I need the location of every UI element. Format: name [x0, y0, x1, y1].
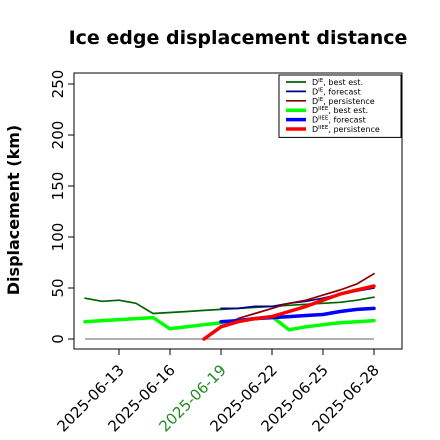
legend-entry-2: DIE, persistence — [312, 97, 375, 106]
y-tick-label: 200 — [49, 121, 67, 150]
y-tick-label: 50 — [49, 278, 67, 297]
plot-frame — [73, 72, 403, 350]
legend-entry-1: DIE, forecast — [312, 87, 361, 96]
y-tick-label: 250 — [49, 70, 67, 99]
series-line-0 — [84, 296, 375, 315]
legend-entry-3: DIIEE, best est. — [312, 106, 368, 115]
chart-title: Ice edge displacement distance — [69, 27, 408, 49]
x-axis: 2025-06-132025-06-162025-06-192025-06-22… — [53, 349, 383, 435]
y-tick-label: 150 — [49, 172, 67, 201]
legend-entry-4: DIIEE, forecast — [312, 116, 366, 125]
y-axis-label: Displacement (km) — [4, 125, 23, 295]
legend-entry-5: DIIEE, persistence — [312, 125, 380, 134]
series-line-2 — [220, 272, 375, 328]
plot-area — [83, 272, 376, 341]
legend-box — [278, 74, 402, 138]
y-tick-label: 100 — [49, 223, 67, 252]
legend-entry-0: DIE, best est. — [312, 78, 363, 87]
series-line-5 — [202, 284, 376, 341]
y-axis: 0 50 100 150 200 250 — [49, 70, 74, 344]
y-tick-label: 0 — [49, 334, 67, 344]
